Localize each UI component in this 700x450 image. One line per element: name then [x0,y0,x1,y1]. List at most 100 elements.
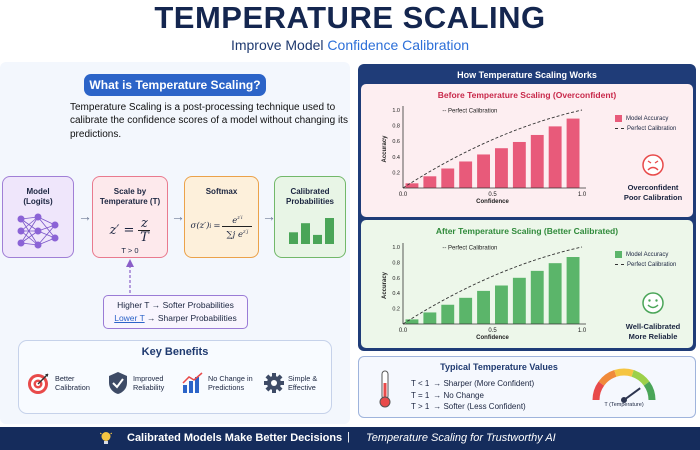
accuracy-bar [530,134,544,188]
x-tick-label: 1.0 [578,192,587,198]
after-legend-accuracy: Model Accuracy [615,251,695,258]
accuracy-bar [405,319,419,324]
x-tick-label: 0.0 [399,192,408,198]
after-legend-swatch [615,251,622,258]
flow-arrow-1: → [78,208,92,224]
perfect-calibration-label: -- Perfect Calibration [442,108,497,114]
scale-box: Scale by Temperature (T) z′ = z T [92,176,168,258]
accuracy-bar [512,141,526,188]
before-calibration-chart: -- Perfect Calibration 0.0 0.5 1.0 0.2 0.4 0.6… [382,106,587,205]
scale-box-title: Scale by [113,187,147,196]
typical-row-1-cond: T < 1 [411,379,430,388]
note-connector [126,259,134,298]
x-tick-label: 0.0 [399,328,408,334]
softmax-formula-denominator: ∑j e [226,229,243,240]
accuracy-bar [548,263,562,324]
model-logits-box: Model (Logits) [2,176,74,258]
typical-row-3-cond: T > 1 [411,402,430,411]
calibrated-bar [301,223,310,244]
before-legend-accuracy: Model Accuracy [615,115,695,122]
subtitle-highlight: Confidence Calibration [327,37,470,53]
gauge-segment [631,370,650,386]
smile-face-icon [642,292,664,314]
y-tick-label: 1.0 [392,245,400,251]
x-tick-label: 1.0 [578,328,587,334]
thermometer-icon [379,370,391,408]
typical-row-2-cond: T = 1 [411,390,430,400]
before-legend: Model Accuracy Perfect Calibration [615,115,695,132]
benefit-3-line-2: Predictions [208,383,245,392]
typical-row-1-desc: Sharper (More Confident) [443,379,535,388]
page-subtitle: Improve Model Confidence Calibration [0,37,700,53]
accuracy-bar [548,126,562,188]
scale-formula-numerator: z [140,216,148,231]
gauge-segment [592,381,605,401]
typical-row-3: T > 1 → Softer (Less Confident) [411,402,526,411]
benefit-4-line-2: Effective [288,383,316,392]
gauge-hub [621,397,627,403]
scale-formula-lhs: z′ = [109,223,135,238]
accuracy-bar [423,312,437,324]
accuracy-bar [566,118,580,188]
accuracy-bar [423,176,437,188]
accuracy-bar [566,257,580,324]
how-it-works-panel: How Temperature Scaling Works Before Tem… [358,64,696,351]
y-tick-label: 0.4 [392,291,400,297]
x-tick-label: 0.5 [488,328,497,334]
note-line-2-suffix: → Sharper Probabilities [144,313,237,323]
accuracy-bar [530,270,544,324]
softmax-formula-den-sup: z′j [242,228,249,235]
calibrated-bar [289,232,298,244]
softmax-formula: σ(z′) i = ez′i ∑j ez′j [185,213,258,240]
neural-network-icon [17,213,59,249]
before-status-line-2: Poor Calibration [623,193,683,202]
benefit-item-calibration: Better Calibration [27,371,90,395]
gauge-segment [598,370,617,386]
x-tick-label: 0.5 [488,192,497,198]
y-tick-label: 0.8 [392,124,400,130]
what-is-heading: What is Temperature Scaling? [84,74,266,96]
before-legend-swatch [615,115,622,122]
model-box-title: Model [26,187,50,196]
key-benefits-panel: Key Benefits Better Calibration Improved R… [18,340,332,414]
after-legend-accuracy-label: Model Accuracy [626,252,669,259]
temperature-note: Higher T → Softer Probabilities Lower T … [103,295,248,329]
page-title: TEMPERATURE SCALING [154,0,546,35]
typical-row-2-desc: No Change [443,390,484,400]
before-status: Overconfident Poor Calibration [609,183,697,203]
y-tick-label: 0.2 [392,307,400,313]
calibrated-box: Calibrated Probabilities [274,176,346,258]
x-axis-label: Confidence [476,199,509,205]
benefit-item-predictions: No Change in Predictions [181,371,253,395]
softmax-formula-num-sup: z′i [237,215,243,221]
softmax-formula-lhs: σ(z′) [190,221,210,232]
flow-arrow-2: → [171,208,185,224]
scale-formula-denominator: T [140,230,149,245]
y-axis-label: Accuracy [382,271,388,299]
accuracy-bar [495,148,508,188]
after-calibration-chart: -- Perfect Calibration 0.0 0.5 1.0 0.2 0.4 0.6… [382,243,587,341]
accuracy-bar [459,297,473,324]
before-chart-panel: Before Temperature Scaling (Overconfiden… [361,84,693,217]
before-legend-accuracy-label: Model Accuracy [626,116,669,123]
note-line-2: Lower T → Sharper Probabilities [104,312,247,325]
bar-chart-icon [182,372,203,393]
typical-values-panel: Typical Temperature Values T < 1 → Sharp… [358,356,696,418]
accuracy-bar [495,285,508,324]
accuracy-bar [441,168,455,188]
y-tick-label: 0.8 [392,260,400,266]
after-legend: Model Accuracy Perfect Calibration [615,251,695,268]
gauge-segment [643,381,656,401]
perfect-calibration-line [402,246,583,325]
y-tick-label: 0.4 [392,155,400,161]
accuracy-bar [477,290,490,324]
after-status-line-1: Well-Calibrated [625,322,681,331]
x-axis-label: Confidence [476,335,509,341]
typical-row-1: T < 1 → Sharper (More Confident) [411,379,535,388]
before-chart-title: Before Temperature Scaling (Overconfiden… [437,90,617,100]
accuracy-bar [459,161,473,188]
benefit-4-line-1: Simple & [288,374,318,383]
shield-check-icon [109,372,127,394]
after-legend-dash [615,264,624,265]
temperature-gauge-icon [592,368,656,403]
